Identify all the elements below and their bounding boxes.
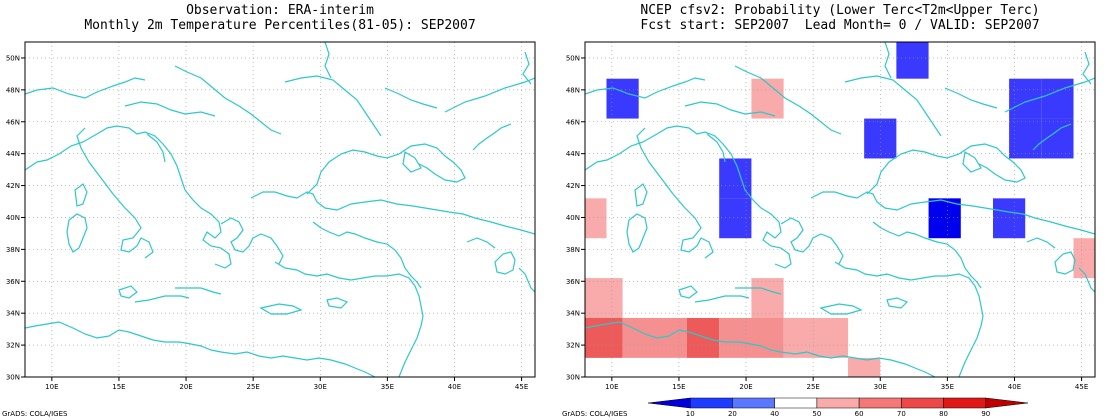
lat-tick-label: 30N xyxy=(566,374,580,382)
lon-tick-label: 20E xyxy=(179,383,192,391)
lat-tick-label: 42N xyxy=(6,182,20,190)
probability-cell xyxy=(585,278,623,318)
lat-tick-label: 50N xyxy=(6,54,20,62)
probability-cell xyxy=(719,317,784,358)
lon-tick-label: 45E xyxy=(515,383,528,391)
colorbar-segment xyxy=(943,397,987,409)
lon-tick-label: 35E xyxy=(381,383,394,391)
lon-tick-label: 25E xyxy=(246,383,259,391)
lon-tick-label: 45E xyxy=(1075,383,1088,391)
lat-tick-label: 48N xyxy=(566,86,580,94)
right-axis-ticks: 10E 15E 20E 25E 30E 35E 40E 45E 30N 32N 34N 36N 38N 4… xyxy=(566,54,1088,391)
probability-cell xyxy=(928,198,961,239)
lat-tick-label: 32N xyxy=(6,342,20,350)
lat-tick-label: 38N xyxy=(6,246,20,254)
colorbar-segment xyxy=(816,397,860,409)
lat-tick-label: 40N xyxy=(6,214,20,222)
probability-cell xyxy=(783,317,849,358)
lon-tick-label: 40E xyxy=(1008,383,1021,391)
colorbar-label: 70 xyxy=(897,410,906,418)
probability-cell xyxy=(622,317,687,358)
probability-cells xyxy=(585,42,1095,377)
lon-tick-label: 30E xyxy=(874,383,887,391)
probability-cell xyxy=(1009,118,1042,159)
colorbar-label: 40 xyxy=(770,410,779,418)
right-map-title: NCEP cfsv2: Probability (Lower Terc<T2m<… xyxy=(585,3,1095,33)
right-graticule xyxy=(585,42,1095,378)
lat-tick-label: 40N xyxy=(566,214,580,222)
colorbar-segment xyxy=(774,397,818,409)
probability-cell xyxy=(1073,238,1095,279)
lon-tick-label: 40E xyxy=(448,383,461,391)
lat-tick-label: 48N xyxy=(6,86,20,94)
colorbar-segment xyxy=(858,397,902,409)
lat-tick-label: 34N xyxy=(6,310,20,318)
probability-cell xyxy=(993,198,1026,239)
probability-cell xyxy=(896,42,929,79)
colorbar-label: 50 xyxy=(812,410,821,418)
colorbar-segment xyxy=(732,397,775,409)
left-graticule xyxy=(25,42,535,378)
colorbar-label: 60 xyxy=(855,410,864,418)
colorbar-arrow-low xyxy=(647,397,691,409)
lon-tick-label: 20E xyxy=(739,383,752,391)
lat-tick-label: 44N xyxy=(6,150,20,158)
lat-tick-label: 50N xyxy=(566,54,580,62)
lon-tick-label: 35E xyxy=(941,383,954,391)
probability-colorbar: 10 20 40 50 60 70 80 90 xyxy=(647,397,1029,418)
lat-tick-label: 36N xyxy=(6,278,20,286)
lat-tick-label: 44N xyxy=(566,150,580,158)
colorbar-label: 10 xyxy=(686,410,695,418)
colorbar-segment xyxy=(689,397,733,409)
colorbar-label: 80 xyxy=(939,410,948,418)
probability-cell xyxy=(1041,78,1074,119)
lat-tick-label: 42N xyxy=(566,182,580,190)
left-map-panel: 10E 15E 20E 25E 30E 35E 40E 45E 30N 32N 34N 36N 38N 4… xyxy=(6,41,536,391)
probability-cell xyxy=(719,198,752,239)
probability-cell xyxy=(606,78,639,119)
lat-tick-label: 34N xyxy=(566,310,580,318)
left-title-line2: Monthly 2m Temperature Percentiles(81-05… xyxy=(84,18,476,33)
probability-cell xyxy=(848,357,881,377)
lon-tick-label: 30E xyxy=(314,383,327,391)
probability-cell xyxy=(687,317,720,358)
left-map-title: Observation: ERA-interim Monthly 2m Temp… xyxy=(25,3,535,33)
lon-tick-label: 15E xyxy=(672,383,685,391)
colorbar-label: 20 xyxy=(728,410,737,418)
probability-cell xyxy=(585,198,607,239)
lat-tick-label: 36N xyxy=(566,278,580,286)
lon-tick-label: 15E xyxy=(112,383,125,391)
lat-tick-label: 46N xyxy=(566,118,580,126)
right-map-panel: 10E 15E 20E 25E 30E 35E 40E 45E 30N 32N 34N 36N 38N 4… xyxy=(566,41,1096,391)
probability-cell xyxy=(751,278,784,318)
right-grads-credit: GrADS: COLA/IGES xyxy=(562,410,628,418)
lon-tick-label: 25E xyxy=(806,383,819,391)
right-title-line2: Fcst start: SEP2007 Lead Month= 0 / VALI… xyxy=(640,18,1040,33)
left-axis-ticks: 10E 15E 20E 25E 30E 35E 40E 45E 30N 32N 34N 36N 38N 4… xyxy=(6,54,528,391)
lon-tick-label: 10E xyxy=(45,383,58,391)
colorbar-arrow-high xyxy=(985,397,1029,409)
colorbar-segment xyxy=(901,397,944,409)
colorbar-label: 90 xyxy=(981,410,990,418)
lat-tick-label: 30N xyxy=(6,374,20,382)
right-title-line1: NCEP cfsv2: Probability (Lower Terc<T2m<… xyxy=(640,3,1040,18)
left-grads-credit: GrADS: COLA/IGES xyxy=(2,410,68,418)
lat-tick-label: 46N xyxy=(6,118,20,126)
lat-tick-label: 32N xyxy=(566,342,580,350)
lon-tick-label: 10E xyxy=(605,383,618,391)
left-title-line1: Observation: ERA-interim xyxy=(186,3,374,18)
lat-tick-label: 38N xyxy=(566,246,580,254)
